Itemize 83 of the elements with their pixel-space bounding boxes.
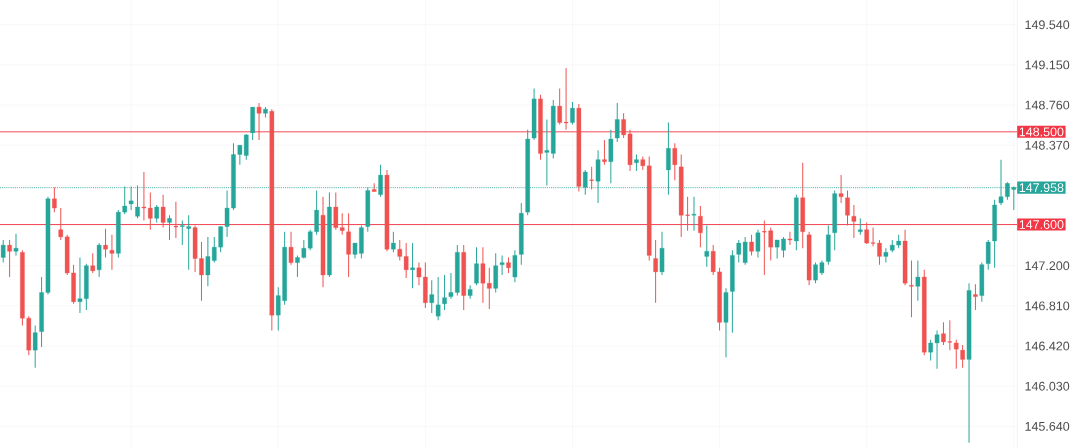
candlestick [838,174,844,204]
candlestick [96,242,102,278]
ref-line-label: 147.958 [1019,183,1064,193]
candlestick [391,231,396,253]
candlestick [576,103,582,193]
candlestick [960,344,965,369]
candlestick [755,229,761,258]
candlestick [730,249,735,334]
candlestick [787,231,793,246]
candlestick [384,169,390,252]
candlestick [269,108,275,332]
candlestick [467,284,473,300]
candlestick [493,252,498,293]
y-tick-label: 145.640 [1025,421,1070,431]
candlestick [845,190,850,227]
candlestick [442,274,447,311]
y-tick-label: 147.200 [1025,261,1070,271]
y-tick-label: 148.760 [1025,100,1070,110]
candlestick [52,186,57,213]
candlestick [858,217,863,236]
y-tick-label: 146.810 [1025,301,1070,311]
candlestick [154,204,159,223]
candlestick [103,228,108,258]
candlestick [263,106,268,118]
candlestick [250,106,255,141]
candlestick [864,221,869,245]
y-tick-label: 149.540 [1025,20,1070,30]
candlestick [506,256,511,274]
candlestick [909,260,914,318]
candlestick [691,196,697,232]
candlestick [915,260,921,302]
y-tick-label: 149.150 [1025,60,1070,70]
candlestick [941,321,946,346]
candlestick [826,225,831,266]
candlestick [429,279,435,314]
candlestick [602,139,607,166]
candlestick [704,225,710,268]
candlestick [973,283,978,311]
candlestick [979,262,985,303]
candlestick [512,249,518,283]
ref-line-label: 147.600 [1019,220,1064,229]
candlestick [883,247,889,264]
candlestick [659,231,665,276]
candlestick [0,239,6,264]
candlestick [256,102,262,141]
candlestick [371,182,377,193]
candlestick [320,196,326,288]
candlestick [499,254,505,276]
candlestick [851,204,857,239]
candlestick [806,231,812,286]
ref-line-label: 148.500 [1019,127,1064,137]
candlestick [634,153,639,172]
candlestick [13,233,19,256]
candlestick [672,142,678,181]
candlestick [921,269,927,356]
candlestick [327,192,332,278]
candlestick [877,239,882,266]
candlestick [794,194,799,251]
candlestick [723,287,729,358]
y-tick-label: 146.420 [1025,341,1070,351]
candlestick [653,239,658,304]
candlestick [538,94,543,161]
candlestick [32,324,38,369]
candlestick [167,214,172,241]
candlestick [90,252,96,274]
candlestick [832,190,837,251]
candlestick [800,162,805,249]
candlestick [7,239,12,278]
candlestick [288,231,294,266]
candlestick [749,234,754,256]
candlestick [557,88,562,126]
candlestick [768,227,774,262]
candlestick [435,276,441,321]
y-tick-label: 146.030 [1025,381,1070,391]
candlestick [109,234,115,271]
y-tick-label: 148.370 [1025,140,1070,150]
candlestick [570,101,575,126]
candlestick [902,229,908,286]
candlestick [519,202,524,266]
candlestick [474,246,479,286]
candlestick [410,242,415,289]
candlestick [160,194,166,229]
candlestick [346,212,351,278]
